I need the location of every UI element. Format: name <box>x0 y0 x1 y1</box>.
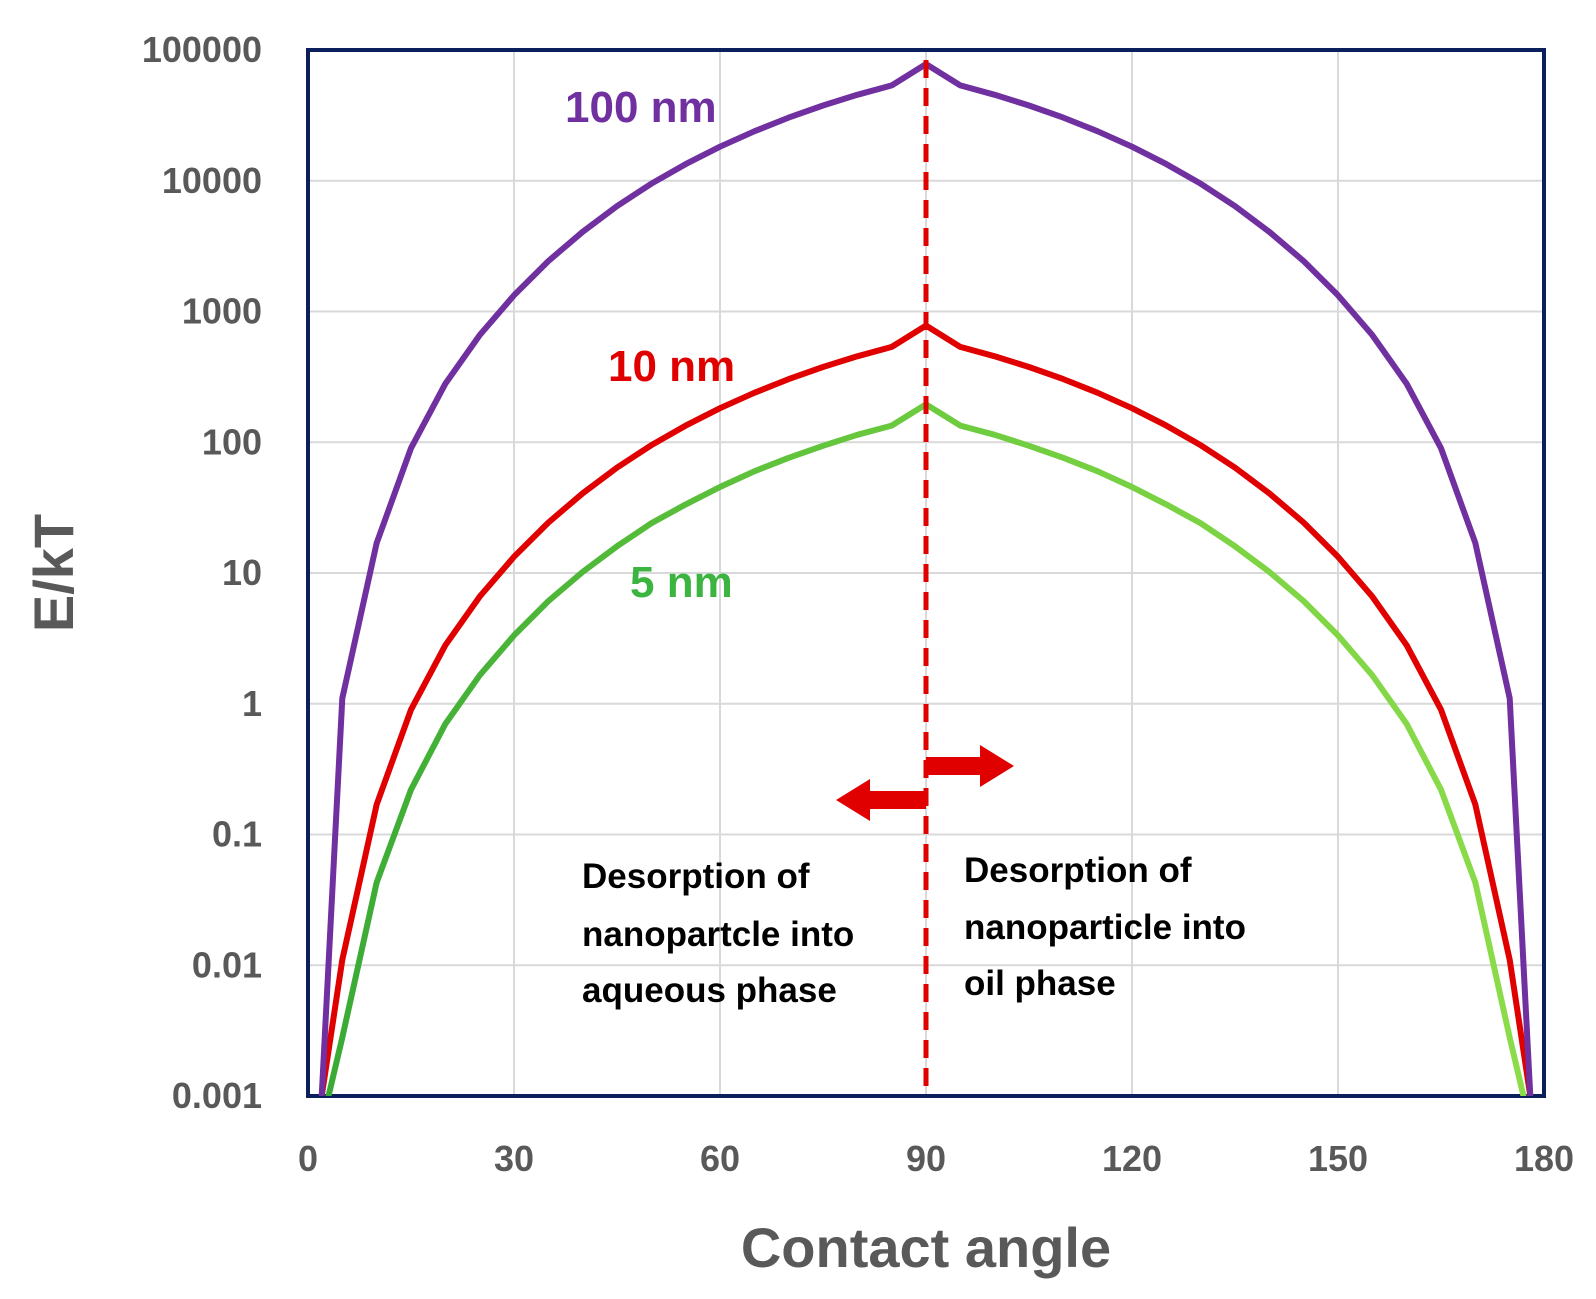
series-label-5nm: 5 nm <box>630 558 733 607</box>
x-tick-labels: 0 30 60 90 120 150 180 <box>298 1138 1574 1179</box>
grid <box>307 49 1545 1097</box>
y-tick-label-1: 0.01 <box>192 944 262 985</box>
annotation-right-line-1: Desorption of <box>964 851 1192 890</box>
y-axis-title: E/kT <box>22 514 85 632</box>
annotation-left: Desorption of nanopartcle into aqueous p… <box>582 857 864 1010</box>
plot-area-frame <box>306 48 1546 1098</box>
x-axis-title: Contact angle <box>741 1216 1111 1279</box>
y-tick-label-0: 0.001 <box>172 1075 262 1116</box>
y-tick-label-3: 1 <box>242 683 262 724</box>
x-tick-label-2: 60 <box>700 1138 740 1179</box>
annotation-right: Desorption of nanoparticle into oil phas… <box>964 851 1256 1003</box>
y-tick-label-2: 0.1 <box>212 814 262 855</box>
annotation-left-line-1: Desorption of <box>582 857 810 896</box>
y-tick-label-8: 100000 <box>142 29 262 70</box>
y-tick-label-5: 100 <box>202 421 262 462</box>
x-tick-label-4: 120 <box>1102 1138 1162 1179</box>
series-label-10nm: 10 nm <box>608 342 735 391</box>
annotation-left-line-3: aqueous phase <box>582 971 837 1010</box>
x-tick-label-6: 180 <box>1514 1138 1574 1179</box>
annotation-right-line-3: oil phase <box>964 964 1116 1003</box>
annotation-right-line-2: nanoparticle into <box>964 908 1246 947</box>
right-arrow <box>926 745 1014 787</box>
series-label-100nm: 100 nm <box>565 83 717 132</box>
y-tick-label-6: 1000 <box>182 291 262 332</box>
x-tick-label-0: 0 <box>298 1138 318 1179</box>
y-tick-labels: 0.001 0.01 0.1 1 10 100 1000 10000 100000 <box>142 29 262 1116</box>
x-tick-label-1: 30 <box>494 1138 534 1179</box>
left-arrow <box>836 779 926 821</box>
annotation-left-line-2: nanopartcle into <box>582 915 854 954</box>
y-tick-label-7: 10000 <box>162 160 262 201</box>
y-tick-label-4: 10 <box>222 552 262 593</box>
x-tick-label-5: 150 <box>1308 1138 1368 1179</box>
x-tick-label-3: 90 <box>906 1138 946 1179</box>
